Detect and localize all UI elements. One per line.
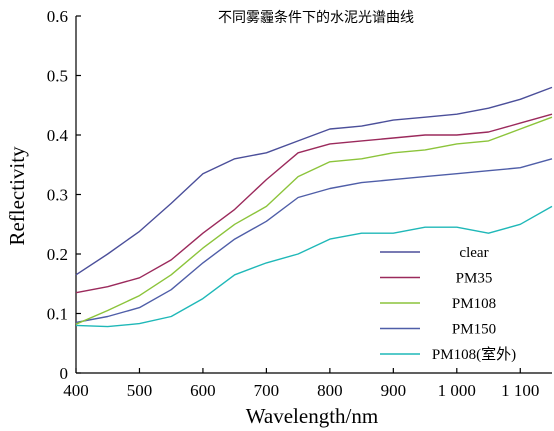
legend-label-1: PM35 (456, 271, 493, 287)
axes: 0 0.1 0.2 0.3 0.4 0.5 0.6 400 500 600 700 800 900 1 0… (47, 7, 552, 400)
series-line-4 (75, 205, 553, 328)
legend-label-4: PM108(室外) (432, 346, 516, 363)
x-tick-label: 600 (190, 381, 216, 400)
series-line-1 (75, 113, 553, 294)
x-tick-label: 900 (381, 381, 407, 400)
series-layer (75, 86, 553, 328)
x-tick-label: 800 (317, 381, 343, 400)
x-tick-label: 500 (127, 381, 153, 400)
y-tick-label: 0.3 (47, 186, 68, 205)
y-axis-label: Reflectivity (5, 146, 29, 246)
y-tick-label: 0.2 (47, 245, 68, 264)
legend: clear PM35 PM108 PM150 PM108(室外) (380, 245, 516, 363)
y-tick-label: 0 (60, 364, 69, 383)
x-tick-label: 1 100 (501, 381, 539, 400)
y-tick-label: 0.1 (47, 305, 68, 324)
x-tick-label: 700 (254, 381, 280, 400)
legend-label-2: PM108 (452, 296, 496, 312)
series-line-0 (75, 86, 553, 276)
series-line-3 (75, 158, 553, 324)
y-tick-label: 0.6 (47, 7, 68, 26)
y-tick-label: 0.4 (47, 126, 69, 145)
chart-title: 不同雾霾条件下的水泥光谱曲线 (218, 9, 414, 26)
x-axis-label: Wavelength/nm (246, 404, 378, 428)
series-line-2 (75, 116, 553, 325)
legend-label-3: PM150 (452, 322, 496, 338)
y-tick-label: 0.5 (47, 67, 68, 86)
x-tick-label: 1 000 (438, 381, 476, 400)
x-tick-label: 400 (63, 381, 89, 400)
legend-label-0: clear (459, 245, 488, 261)
